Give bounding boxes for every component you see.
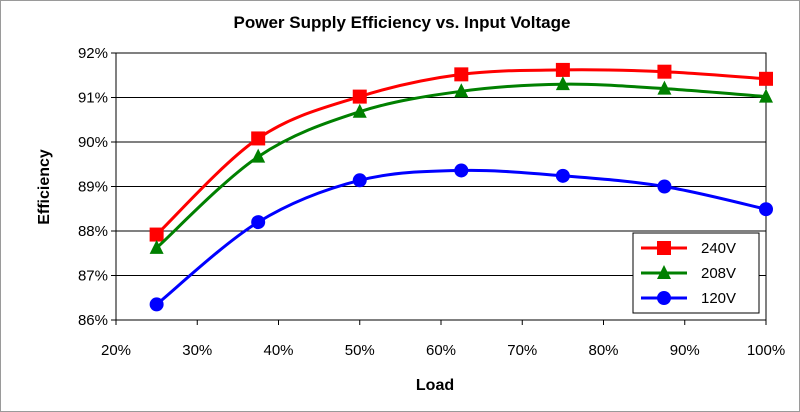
- data-point-square: [149, 227, 164, 242]
- x-tick-label: 60%: [426, 342, 456, 359]
- y-tick-label: 92%: [78, 45, 108, 62]
- legend-marker: [657, 265, 671, 279]
- series-layer: [149, 62, 773, 312]
- legend-item-240v: 240V: [641, 240, 736, 257]
- data-point-square: [454, 67, 469, 82]
- legend-item-208v: 208V: [641, 265, 736, 282]
- series-240v: [149, 62, 773, 242]
- legend-item-120v: 120V: [641, 290, 736, 307]
- y-axis-label: Efficiency: [36, 149, 53, 225]
- x-axis-label: Load: [416, 377, 454, 394]
- x-tick-label: 70%: [507, 342, 537, 359]
- series-120v: [149, 163, 773, 312]
- data-point-circle: [149, 297, 164, 312]
- data-point-circle: [759, 202, 773, 217]
- legend-marker: [657, 291, 671, 305]
- series-208v: [149, 76, 773, 254]
- legend-label: 208V: [701, 265, 736, 282]
- data-point-square: [555, 62, 570, 77]
- y-tick-label: 90%: [78, 134, 108, 151]
- data-point-square: [352, 89, 367, 104]
- data-point-square: [759, 71, 773, 86]
- x-tick-label: 90%: [670, 342, 700, 359]
- y-tick-label: 91%: [78, 90, 108, 107]
- axis-layer: 86% 87% 88% 89% 90% 91% 92% 20% 30% 40% 50% 60% 70% 8…: [78, 45, 785, 359]
- data-point-circle: [352, 173, 367, 188]
- legend-label: 240V: [701, 240, 736, 257]
- chart-title: Power Supply Efficiency vs. Input Voltag…: [234, 13, 571, 32]
- data-point-triangle: [149, 239, 164, 254]
- legend-marker: [657, 241, 671, 255]
- y-tick-label: 87%: [78, 268, 108, 285]
- data-point-triangle: [555, 76, 570, 91]
- x-tick-label: 40%: [263, 342, 293, 359]
- data-point-triangle: [454, 83, 469, 98]
- x-tick-label: 80%: [588, 342, 618, 359]
- data-point-circle: [555, 168, 570, 183]
- y-tick-label: 86%: [78, 312, 108, 329]
- x-tick-label: 30%: [182, 342, 212, 359]
- x-tick-label: 20%: [101, 342, 131, 359]
- data-point-circle: [251, 215, 266, 230]
- data-point-square: [251, 131, 266, 146]
- data-point-triangle: [759, 88, 773, 103]
- data-point-circle: [657, 179, 672, 194]
- data-point-triangle: [251, 148, 266, 163]
- y-tick-label: 88%: [78, 223, 108, 240]
- x-tick-label: 100%: [747, 342, 785, 359]
- data-point-square: [657, 64, 672, 79]
- data-point-triangle: [657, 80, 672, 95]
- x-tick-label: 50%: [345, 342, 375, 359]
- y-tick-label: 89%: [78, 179, 108, 196]
- data-point-circle: [454, 163, 469, 178]
- legend: 240V 208V 120V: [632, 232, 760, 314]
- plot-area-border: [115, 52, 767, 321]
- data-point-triangle: [352, 103, 367, 118]
- legend-label: 120V: [701, 290, 736, 307]
